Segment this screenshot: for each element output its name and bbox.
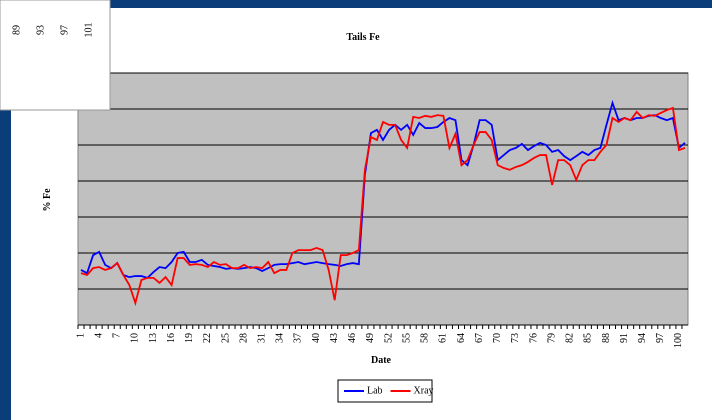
x-tick-label: 58 [420,333,431,343]
x-tick-label: 94 [637,333,648,343]
overlay-tick-label: 89 [11,25,22,35]
series-line [80,106,686,307]
x-tick-label: 1 [75,333,86,338]
x-tick-label: 34 [275,333,286,343]
x-tick-label: 91 [619,333,630,343]
x-tick-label: 16 [166,333,177,343]
x-tick-label: 52 [383,333,394,343]
x-tick-label: 64 [456,333,467,343]
x-tick-label: 40 [311,333,322,343]
x-tick-label: 25 [220,333,231,343]
x-tick-label: 70 [492,333,503,343]
x-tick-label: 100 [673,333,684,348]
x-tick-label: 85 [583,333,594,343]
legend [337,379,433,403]
x-tick-label: 82 [565,333,576,343]
x-tick-label: 76 [528,333,539,343]
overlay-window[interactable] [0,0,111,111]
x-tick-label: 97 [655,333,666,343]
x-tick-label: 67 [474,333,485,343]
x-tick-label: 46 [347,333,358,343]
x-tick-label: 49 [365,333,376,343]
x-axis-title: Date [371,355,392,366]
x-tick-label: 31 [257,333,268,343]
overlay-tick-label: 97 [59,25,70,35]
x-tick-label: 22 [202,333,213,343]
x-tick-label: 55 [401,333,412,343]
series-line [80,99,686,279]
x-tick-label: 28 [238,333,249,343]
plot-area [77,72,689,326]
x-tick-label: 13 [148,333,159,343]
x-tick-label: 19 [184,333,195,343]
x-tick-label: 37 [293,333,304,343]
legend-label: Lab [367,385,383,396]
x-tick-label: 79 [546,333,557,343]
overlay-tick-label: 101 [83,23,94,38]
x-tick-label: 73 [510,333,521,343]
x-tick-label: 88 [601,333,612,343]
x-tick-label: 61 [438,333,449,343]
x-tick-label: 43 [329,333,340,343]
overlay-tick-label: 93 [35,25,46,35]
legend-label: Xray [414,385,434,396]
window-frame-top [0,0,712,8]
x-tick-label: 10 [130,333,141,343]
x-tick-label: 7 [112,333,123,338]
y-axis-title: % Fe [42,188,53,212]
x-tick-label: 4 [93,333,104,338]
window-frame-left [0,0,11,420]
chart-title: Tails Fe [346,32,380,43]
